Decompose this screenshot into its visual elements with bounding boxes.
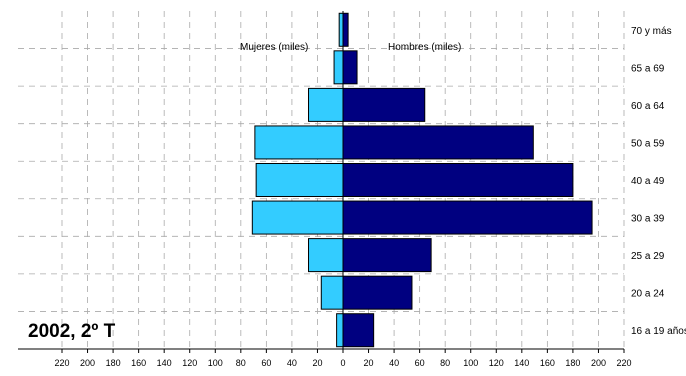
- x-tick-label: 140: [157, 358, 172, 368]
- x-tick-label: 120: [489, 358, 504, 368]
- x-tick-label: 60: [415, 358, 425, 368]
- x-tick-label: 180: [565, 358, 580, 368]
- x-tick-label: 40: [389, 358, 399, 368]
- bar-hombres: [342, 238, 432, 273]
- bar-mujeres: [308, 238, 344, 273]
- x-tick-label: 80: [440, 358, 450, 368]
- x-axis: 220 200 180 160 140 120 100 80 60 40 20 0 20 40 60 80 10…: [18, 11, 632, 368]
- category-label: 20 a 24: [631, 289, 665, 300]
- bar-mujeres: [308, 87, 344, 122]
- series-label-hombres: Hombres (miles): [388, 42, 461, 53]
- x-tick-label: 200: [591, 358, 606, 368]
- x-tick-label: 140: [514, 358, 529, 368]
- category-label: 65 a 69: [631, 63, 665, 74]
- bar-hombres: [342, 50, 358, 85]
- x-tick-label: 220: [616, 358, 631, 368]
- category-label: 40 a 49: [631, 176, 665, 187]
- bar-mujeres: [254, 125, 344, 160]
- x-tick-label: 160: [540, 358, 555, 368]
- category-label: 70 y más: [631, 26, 672, 37]
- category-label: 30 a 39: [631, 214, 665, 225]
- series-label-mujeres: Mujeres (miles): [240, 42, 308, 53]
- x-tick-label: 80: [236, 358, 246, 368]
- x-tick-label: 160: [131, 358, 146, 368]
- category-label: 50 a 59: [631, 138, 665, 149]
- bars: [251, 12, 593, 348]
- category-label: 16 a 19 años: [631, 326, 686, 337]
- bar-mujeres: [320, 275, 344, 310]
- x-tick-label: 20: [364, 358, 374, 368]
- x-tick-label: 40: [287, 358, 297, 368]
- category-label: 25 a 29: [631, 251, 665, 262]
- x-tick-label: 100: [463, 358, 478, 368]
- x-tick-label: 20: [312, 358, 322, 368]
- x-tick-label: 220: [54, 358, 69, 368]
- bar-hombres: [342, 313, 375, 348]
- x-tick-label: 120: [182, 358, 197, 368]
- category-labels: 16 a 19 años 20 a 24 25 a 29 30 a 39 40 a 49…: [631, 26, 686, 337]
- bar-mujeres: [251, 200, 344, 235]
- x-tick-label: 60: [261, 358, 271, 368]
- bar-hombres: [342, 12, 349, 47]
- bar-mujeres: [338, 12, 344, 47]
- category-label: 60 a 64: [631, 101, 665, 112]
- bar-mujeres: [333, 50, 344, 85]
- x-tick-label: 0: [340, 358, 345, 368]
- bar-hombres: [342, 87, 426, 122]
- x-tick-label: 100: [208, 358, 223, 368]
- bar-hombres: [342, 200, 593, 235]
- bar-mujeres: [336, 313, 344, 348]
- x-tick-label: 200: [80, 358, 95, 368]
- period-label: 2002, 2º T: [28, 321, 116, 342]
- bar-mujeres: [255, 163, 344, 197]
- x-tick-label: 180: [106, 358, 121, 368]
- bar-hombres: [342, 275, 413, 310]
- bar-hombres: [342, 125, 534, 160]
- bar-hombres: [342, 163, 574, 197]
